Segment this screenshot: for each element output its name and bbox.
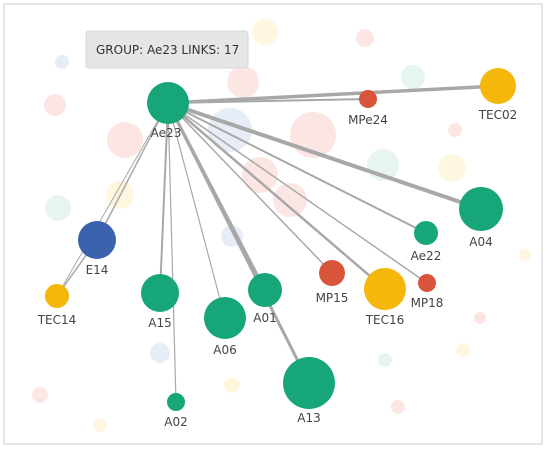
node[interactable] xyxy=(141,274,179,312)
node[interactable] xyxy=(414,221,438,245)
node[interactable] xyxy=(480,68,516,104)
edge xyxy=(56,102,169,297)
node[interactable] xyxy=(45,284,69,308)
node[interactable] xyxy=(167,393,185,411)
nodes: Ae23 TEC02 MPe24 E14 TEC14 A15 A06 A01 M… xyxy=(37,68,518,429)
node-label: MP15 xyxy=(316,291,349,305)
node-label: TEC02 xyxy=(478,108,518,122)
node-label: Ae22 xyxy=(411,249,442,263)
node-label: TEC16 xyxy=(365,313,405,327)
node[interactable] xyxy=(204,297,246,339)
tooltip-box xyxy=(85,30,249,69)
node-label: A13 xyxy=(297,411,320,425)
edge xyxy=(167,102,333,274)
node-label: A01 xyxy=(253,311,276,325)
edge xyxy=(167,102,177,403)
edge xyxy=(167,98,369,104)
node[interactable] xyxy=(459,187,503,231)
node[interactable] xyxy=(248,273,282,307)
node-label: A04 xyxy=(469,235,492,249)
edge xyxy=(167,102,427,234)
node-label: Ae23 xyxy=(151,126,182,140)
node[interactable] xyxy=(78,221,116,259)
edge xyxy=(167,102,428,284)
edge xyxy=(166,101,311,385)
node[interactable] xyxy=(147,82,189,124)
edge xyxy=(159,102,169,294)
node-label: MPe24 xyxy=(348,113,388,127)
node-label: E14 xyxy=(86,263,109,277)
node[interactable] xyxy=(319,260,345,286)
edge xyxy=(96,102,169,241)
node[interactable] xyxy=(359,90,377,108)
node-label: A15 xyxy=(148,316,171,330)
node[interactable] xyxy=(418,274,436,292)
frame xyxy=(3,3,543,445)
background-nodes xyxy=(32,19,531,432)
edge xyxy=(167,102,226,319)
node[interactable] xyxy=(283,357,335,409)
tooltip: GROUP: Ae23 LINKS: 17 xyxy=(85,30,249,69)
edges xyxy=(56,84,500,403)
node[interactable] xyxy=(364,268,406,310)
edge xyxy=(166,101,483,211)
node-label: MP18 xyxy=(411,296,444,310)
node-label: A06 xyxy=(213,343,236,357)
node-label: A02 xyxy=(164,415,187,429)
edge xyxy=(166,101,387,291)
tooltip-text: GROUP: Ae23 LINKS: 17 xyxy=(96,43,239,57)
edge xyxy=(166,84,500,105)
node-label: TEC14 xyxy=(37,313,77,327)
